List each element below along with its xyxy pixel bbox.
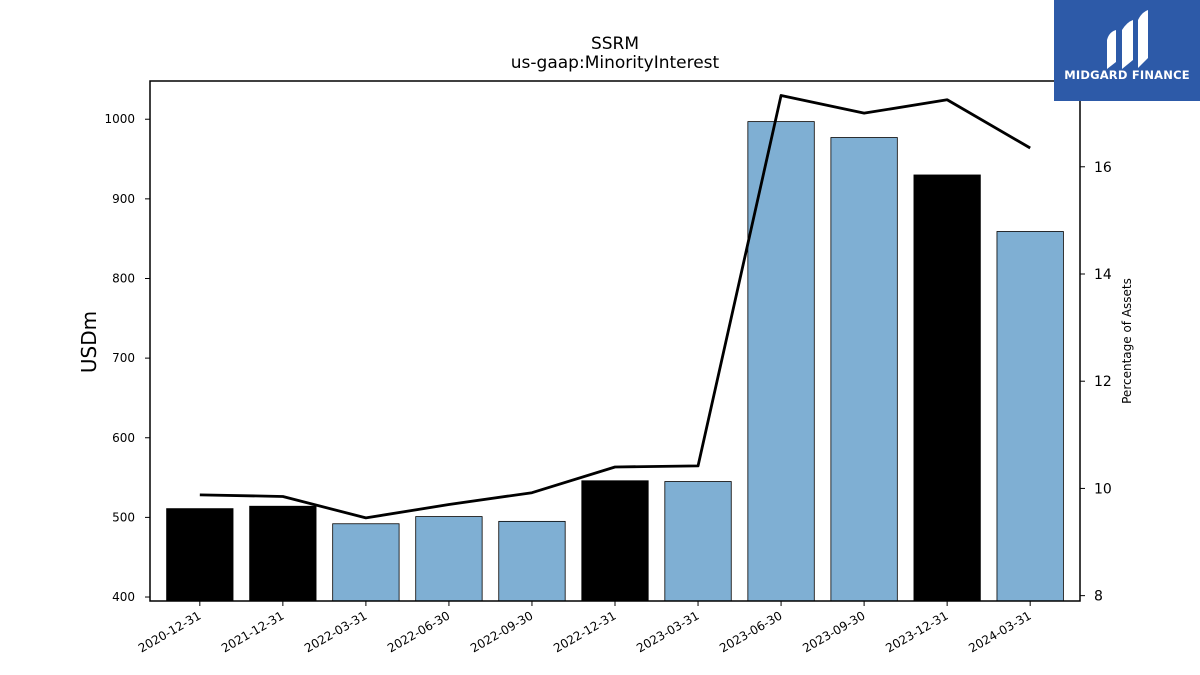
chart-title: SSRM [591,34,639,54]
bar-2020-12-31 [166,508,234,602]
bar-2023-09-30 [830,137,898,602]
percentage-line [199,94,1031,520]
y2-tick-label: 10 [1094,481,1112,497]
y-axis-label: USDm [77,311,101,373]
chart-subtitle: us-gaap:MinorityInterest [511,53,720,73]
x-tick-label: 2020-12-31 [136,608,203,655]
x-tick-label: 2023-12-31 [883,608,950,655]
x-tick-label: 2022-09-30 [468,608,535,655]
y2-tick-label: 12 [1094,374,1112,390]
logo-icon [1107,10,1148,69]
bar-2024-03-31 [996,231,1064,602]
y-tick-label: 600 [112,431,135,445]
logo: MIDGARD FINANCE [1054,0,1200,101]
y-tick-label: 700 [112,351,135,365]
bar-2022-03-31 [332,523,400,602]
x-tick-label: 2022-03-31 [302,608,369,655]
bars [166,121,1064,602]
bar-2023-12-31 [913,174,981,602]
y2-axis-label: Percentage of Assets [1120,278,1134,404]
x-tick-label: 2023-03-31 [634,608,701,655]
x-tick-label: 2023-06-30 [717,608,784,655]
x-tick-label: 2021-12-31 [219,608,286,655]
bar-2021-12-31 [249,505,317,602]
y-tick-label: 800 [112,271,135,285]
y-tick-label: 500 [112,510,135,524]
bar-2023-03-31 [664,481,732,602]
bar-2022-09-30 [498,520,566,602]
x-tick-label: 2022-12-31 [551,608,618,655]
x-tick-label: 2024-03-31 [966,608,1033,655]
x-tick-label: 2023-09-30 [800,608,867,655]
y-tick-label: 400 [112,590,135,604]
logo-text: MIDGARD FINANCE [1064,68,1190,82]
x-tick-label: 2022-06-30 [385,608,452,655]
bar-2022-06-30 [415,516,483,602]
line-layer [199,94,1031,520]
y2-tick-label: 14 [1094,267,1112,283]
bar-2022-12-31 [581,480,649,602]
y2-tick-label: 8 [1094,589,1103,605]
bar-2023-06-30 [747,121,815,602]
y2-tick-label: 16 [1094,160,1112,176]
y-tick-label: 900 [112,192,135,206]
y-tick-label: 1000 [104,112,135,126]
